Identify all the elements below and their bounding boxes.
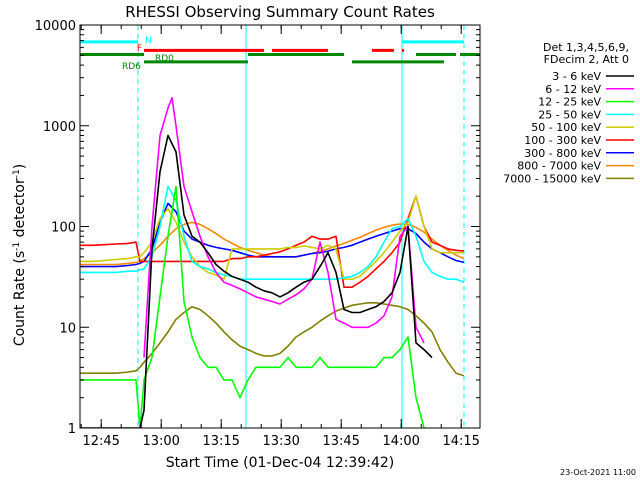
timestamp: 23-Oct-2021 11:00 xyxy=(560,468,636,477)
x-tick-label: 14:00 xyxy=(382,434,419,449)
legend-label: 50 - 100 keV xyxy=(531,121,601,134)
series-line-6-12-kev xyxy=(143,96,425,358)
y-axis-label-part: detector xyxy=(12,178,28,242)
y-tick-label: 100 xyxy=(51,221,76,236)
x-tick-label: 13:45 xyxy=(322,434,359,449)
legend-label: 25 - 50 keV xyxy=(538,108,601,121)
y-axis-label: Count Rate (s-1 detector-1) xyxy=(12,164,28,346)
legend-label: 6 - 12 keV xyxy=(545,83,601,96)
series-line-12-25-kev xyxy=(80,185,425,428)
x-tick-label: 14:15 xyxy=(442,434,479,449)
x-axis-label: Start Time (01-Dec-04 12:39:42) xyxy=(166,455,394,471)
legend-header: FDecim 2, Att 0 xyxy=(544,53,629,66)
flag-label-f: F xyxy=(137,44,142,54)
legend-label: 7000 - 15000 keV xyxy=(503,172,601,185)
plot-area: NF RD0 RD6 xyxy=(80,25,480,428)
y-tick-label: 1 xyxy=(68,422,76,437)
flag-label-n: N xyxy=(145,36,152,46)
flag-label-rd6: RD6 xyxy=(122,62,141,72)
legend-label: 800 - 7000 keV xyxy=(517,160,601,173)
legend-label: 300 - 800 keV xyxy=(524,147,601,160)
y-tick-label: 10 xyxy=(59,321,76,336)
x-tick-label: 12:45 xyxy=(82,434,119,449)
chart-title: RHESSI Observing Summary Count Rates xyxy=(125,3,435,21)
legend: Det 1,3,4,5,6,9,FDecim 2, Att 0 3 - 6 keV… xyxy=(503,41,634,185)
legend-label: 12 - 25 keV xyxy=(538,96,601,109)
legend-label: 100 - 300 keV xyxy=(524,134,601,147)
y-axis-label-sup: -1 xyxy=(12,242,22,251)
y-tick-label: 1000 xyxy=(43,120,76,135)
axes: 1 10 100 1000 10000 12:45 13:00 13:15 13:30 13:45… xyxy=(35,19,481,449)
y-axis-label-part: ) xyxy=(12,164,28,169)
plot-inner xyxy=(80,25,480,428)
legend-header: Det 1,3,4,5,6,9, xyxy=(543,41,629,54)
x-tick-label: 13:00 xyxy=(142,434,179,449)
x-tick-label: 13:15 xyxy=(202,434,239,449)
series-line-7000-15000-kev xyxy=(80,302,465,377)
y-axis-label-part: Count Rate (s xyxy=(12,251,28,346)
y-axis-label-sup: -1 xyxy=(12,169,22,178)
legend-label: 3 - 6 keV xyxy=(552,70,601,83)
flag-label-rd0: RD0 xyxy=(155,54,174,64)
y-tick-label: 10000 xyxy=(35,19,76,34)
series-line-3-6-kev xyxy=(80,134,433,428)
x-tick-label: 13:30 xyxy=(262,434,299,449)
